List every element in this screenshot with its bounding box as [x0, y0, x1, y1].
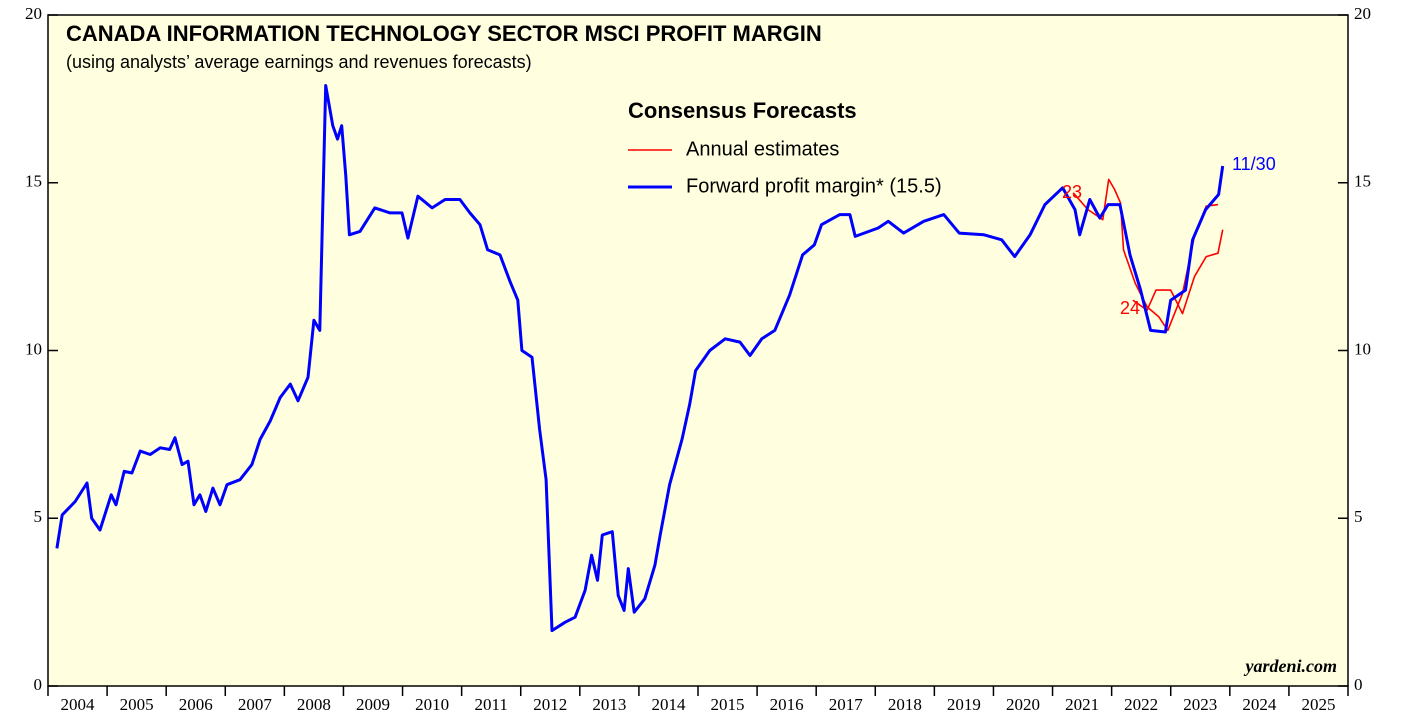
- chart-title: CANADA INFORMATION TECHNOLOGY SECTOR MSC…: [66, 21, 822, 46]
- x-tick-label: 2019: [947, 695, 981, 714]
- x-tick-label: 2007: [238, 695, 273, 714]
- x-tick-label: 2006: [179, 695, 213, 714]
- x-tick-label: 2008: [297, 695, 331, 714]
- x-tick-label: 2015: [711, 695, 745, 714]
- x-tick-label: 2005: [120, 695, 154, 714]
- x-tick-label: 2012: [533, 695, 567, 714]
- plot-area: [47, 14, 1349, 687]
- legend-title: Consensus Forecasts: [628, 98, 857, 123]
- x-tick-label: 2020: [1006, 695, 1040, 714]
- y2-tick-label: 5: [1354, 507, 1363, 526]
- annotation: 23: [1062, 182, 1082, 202]
- y-tick-label: 15: [25, 172, 42, 191]
- y-tick-label: 5: [34, 507, 43, 526]
- x-tick-label: 2025: [1301, 695, 1335, 714]
- x-tick-label: 2023: [1183, 695, 1217, 714]
- x-tick-label: 2018: [888, 695, 922, 714]
- x-tick-label: 2021: [1065, 695, 1099, 714]
- x-tick-label: 2024: [1242, 695, 1277, 714]
- y2-tick-label: 15: [1354, 172, 1371, 191]
- x-tick-label: 2013: [592, 695, 626, 714]
- y-tick-label: 20: [25, 4, 42, 23]
- y-tick-label: 0: [34, 675, 43, 694]
- y2-tick-label: 0: [1354, 675, 1363, 694]
- source: yardeni.com: [1244, 656, 1338, 676]
- x-tick-label: 2004: [61, 695, 96, 714]
- x-tick-label: 2011: [474, 695, 507, 714]
- annotation: 24: [1120, 298, 1140, 318]
- chart-subtitle: (using analysts’ average earnings and re…: [66, 52, 532, 72]
- x-tick-label: 2010: [415, 695, 449, 714]
- x-tick-label: 2022: [1124, 695, 1158, 714]
- y2-tick-label: 20: [1354, 4, 1371, 23]
- y2-tick-label: 10: [1354, 339, 1371, 358]
- x-tick-label: 2017: [829, 695, 864, 714]
- x-tick-label: 2009: [356, 695, 390, 714]
- y-tick-label: 10: [25, 339, 42, 358]
- series-line: [55, 84, 1225, 633]
- legend-label: Forward profit margin* (15.5): [686, 175, 942, 197]
- annotation: 11/30: [1232, 154, 1276, 174]
- x-tick-label: 2016: [770, 695, 804, 714]
- x-tick-label: 2014: [651, 695, 686, 714]
- legend-label: Annual estimates: [686, 138, 839, 160]
